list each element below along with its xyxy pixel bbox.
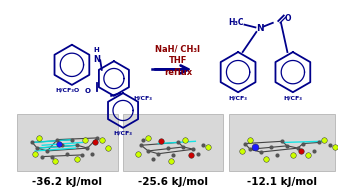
Text: N: N bbox=[256, 24, 264, 33]
Text: H₃C: H₃C bbox=[228, 18, 244, 27]
Text: THF: THF bbox=[169, 56, 187, 65]
Text: H/CF₃: H/CF₃ bbox=[283, 96, 302, 101]
Bar bbox=[17, 114, 118, 171]
Bar bbox=[229, 114, 335, 171]
Bar bbox=[123, 114, 224, 171]
Text: H: H bbox=[94, 47, 100, 53]
Text: NaH/ CH₃I: NaH/ CH₃I bbox=[155, 45, 200, 54]
Text: O: O bbox=[85, 88, 91, 94]
Text: -12.1 kJ/mol: -12.1 kJ/mol bbox=[247, 177, 317, 187]
Text: reflux: reflux bbox=[164, 68, 192, 77]
Text: O: O bbox=[285, 14, 291, 23]
Text: H/CF₃: H/CF₃ bbox=[114, 131, 133, 136]
Text: H/CF₃: H/CF₃ bbox=[228, 96, 247, 101]
Text: -25.6 kJ/mol: -25.6 kJ/mol bbox=[138, 177, 208, 187]
Text: N: N bbox=[93, 55, 100, 64]
Text: H/CF₃: H/CF₃ bbox=[133, 96, 152, 101]
Text: H/CF₃O: H/CF₃O bbox=[55, 88, 80, 93]
Text: -36.2 kJ/mol: -36.2 kJ/mol bbox=[32, 177, 102, 187]
